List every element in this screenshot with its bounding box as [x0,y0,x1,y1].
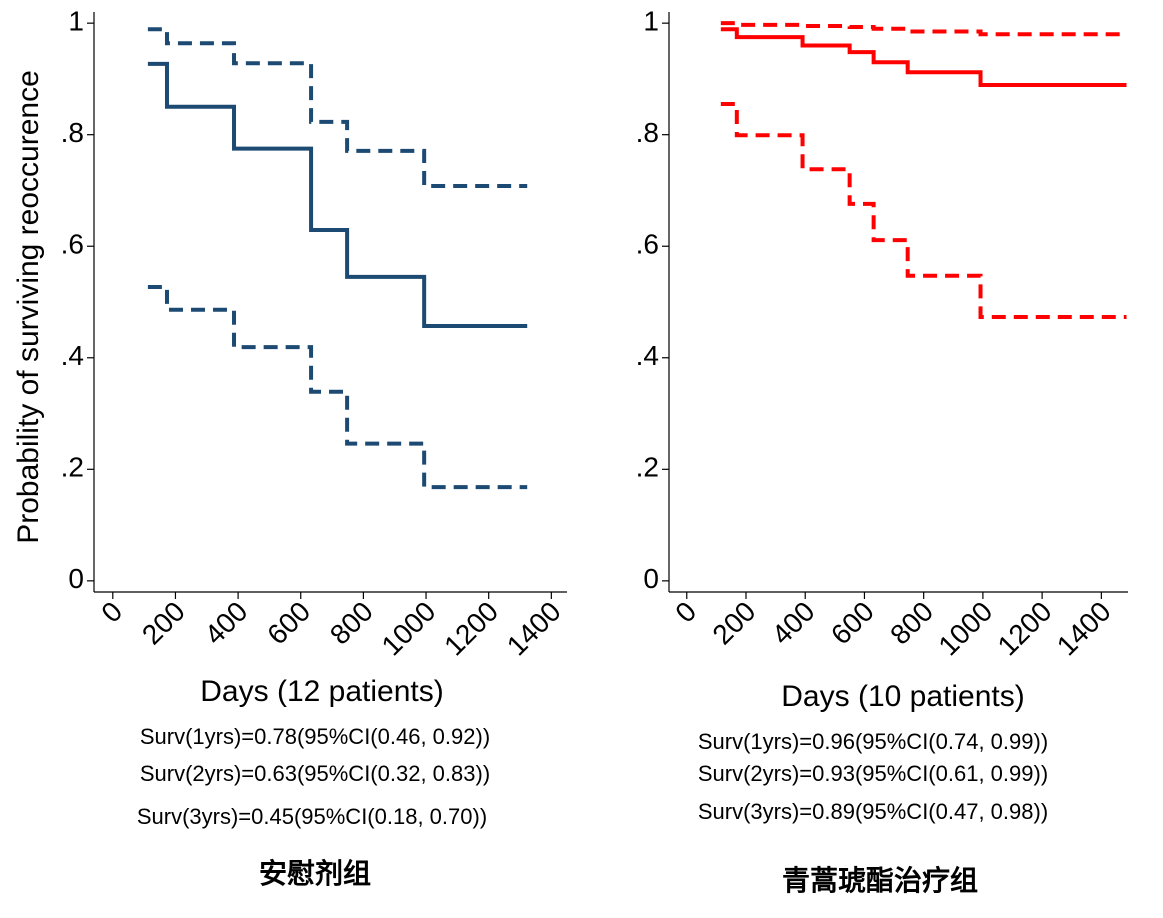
y-tick-label: .2 [61,452,84,483]
y-tick-label: .8 [61,117,84,148]
survival-curve [147,284,528,490]
x-tick-label: 200 [136,596,191,651]
y-tick-label: 1 [68,6,84,37]
y-tick-label: .4 [636,340,659,371]
summary-note: Surv(2yrs)=0.63(95%CI(0.32, 0.83)) [140,761,490,786]
x-tick-label: 600 [825,596,880,651]
y-axis-label: Probability of surviving reoccurence [12,70,45,544]
x-tick-label: 800 [324,596,379,651]
x-tick-label: 0 [669,596,702,629]
summary-note: Surv(1yrs)=0.96(95%CI(0.74, 0.99)) [698,729,1048,754]
x-tick-label: 400 [199,596,254,651]
y-tick-label: .2 [636,452,659,483]
y-tick-label: 0 [68,563,84,594]
x-tick-label: 1200 [438,596,504,662]
x-tick-label: 800 [884,596,939,651]
y-tick-label: .8 [636,117,659,148]
x-tick-label: 1200 [992,596,1058,662]
x-axis-label: Days (10 patients) [781,680,1024,713]
x-tick-label: 1000 [376,596,442,662]
x-tick-label: 1400 [501,596,567,662]
y-tick-label: .4 [61,340,84,371]
survival-curve [147,61,528,328]
x-tick-label: 1400 [1051,596,1117,662]
survival-curve [720,21,1127,37]
summary-note: Surv(1yrs)=0.78(95%CI(0.46, 0.92)) [140,724,490,749]
summary-note: Surv(2yrs)=0.93(95%CI(0.61, 0.99)) [698,761,1048,786]
group-caption: 青蒿琥酯治疗组 [782,864,978,897]
x-tick-label: 400 [766,596,821,651]
y-tick-label: 0 [643,563,659,594]
x-tick-label: 200 [707,596,762,651]
summary-note: Surv(3yrs)=0.45(95%CI(0.18, 0.70)) [137,804,487,829]
x-axis-label: Days (12 patients) [200,675,443,708]
survival-curve [720,102,1127,320]
x-tick-label: 600 [261,596,316,651]
x-tick-label: 0 [95,596,128,629]
y-tick-label: 1 [643,6,659,37]
group-caption: 安慰剂组 [259,857,371,890]
y-tick-label: .6 [636,229,659,260]
y-tick-label: .6 [61,229,84,260]
summary-note: Surv(3yrs)=0.89(95%CI(0.47, 0.98)) [698,799,1048,824]
survival-curve [147,27,528,188]
x-tick-label: 1000 [932,596,998,662]
survival-curve [720,27,1127,88]
